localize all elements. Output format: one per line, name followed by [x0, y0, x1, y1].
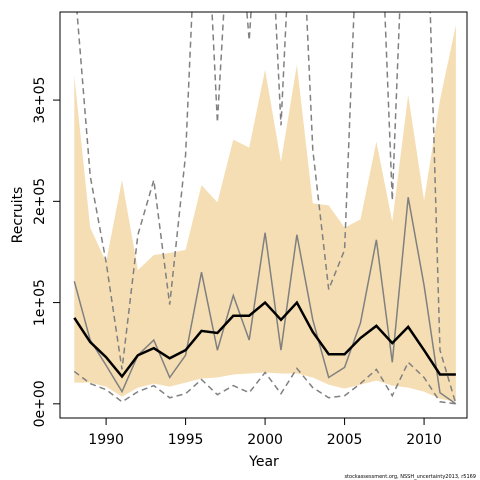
y-tick-label: 3e+05: [32, 77, 48, 124]
y-tick-label: 2e+05: [32, 178, 48, 225]
series-line: [73, 361, 456, 405]
uncertainty-band: [74, 25, 456, 402]
series-line: [73, 300, 456, 379]
plot-frame: [59, 11, 468, 419]
x-tick-label: 1990: [88, 432, 124, 448]
y-tick-label: 0e+00: [32, 380, 48, 427]
y-axis-title: Recruits: [10, 187, 26, 244]
x-tick-label: 2010: [406, 432, 442, 448]
plot-area: [73, 12, 457, 405]
x-axis-title: Year: [248, 454, 279, 470]
x-tick-label: 2005: [327, 432, 363, 448]
footnote: stockassessment.org, NSSH_uncertainty201…: [344, 474, 476, 480]
x-tick-label: 1995: [168, 432, 204, 448]
x-tick-label: 2000: [247, 432, 283, 448]
y-tick-label: 1e+05: [32, 279, 48, 326]
